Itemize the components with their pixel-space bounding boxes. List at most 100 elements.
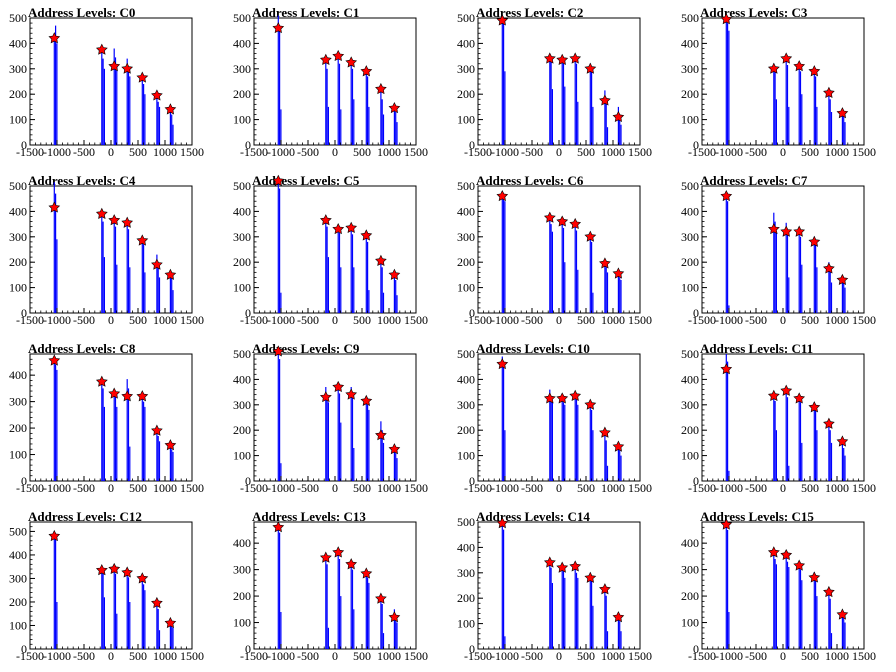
x-tick-label: -500 (73, 481, 95, 495)
chart-svg: 0 100 200 300 400 500 -1500 -1000 -500 0 500 1000 15… (9, 11, 204, 159)
x-tick-label: 0 (332, 313, 338, 327)
star-marker (793, 225, 806, 237)
chart-panel-15: Address Levels: C15 0 100 200 300 400 -1500 -10… (672, 504, 896, 672)
y-tick-label: 0 (245, 474, 251, 488)
x-tick-label: 500 (577, 481, 595, 495)
y-tick-label: 300 (9, 230, 27, 244)
star-marker (808, 401, 821, 413)
chart-panel-11: Address Levels: C11 0 100 200 300 400 500 -1500… (672, 336, 896, 504)
y-tick-label: 300 (9, 571, 27, 585)
star-marker (388, 102, 401, 114)
x-tick-label: 500 (801, 145, 819, 159)
star-marker (720, 190, 733, 202)
x-tick-label: -500 (521, 649, 543, 663)
star-marker (793, 392, 806, 404)
y-tick-label: 200 (681, 589, 699, 603)
y-tick-label: 100 (9, 448, 27, 462)
star-marker (95, 207, 108, 219)
x-tick-label: 1500 (180, 145, 204, 159)
x-tick-label: 500 (577, 145, 595, 159)
star-marker (136, 390, 149, 402)
x-tick-label: -500 (521, 481, 543, 495)
x-tick-label: -1500 (240, 649, 268, 663)
y-tick-label: 100 (457, 617, 475, 631)
x-tick-label: -500 (521, 313, 543, 327)
chart-svg: 0 100 200 300 400 -1500 -1000 -500 0 500 1000 1500 (681, 518, 876, 663)
chart-panel-3: Address Levels: C3 0 100 200 300 400 500 -1500-… (672, 0, 896, 168)
y-tick-label: 500 (9, 11, 27, 25)
y-tick-label: 300 (457, 398, 475, 412)
star-marker (780, 225, 793, 237)
x-tick-label: 1000 (377, 481, 401, 495)
star-marker (543, 392, 556, 404)
y-tick-label: 300 (233, 398, 251, 412)
x-tick-label: -1000 (267, 649, 295, 663)
chart-svg: 0 100 200 300 400 500 -1500 -1000 -500 0 500 1000 15… (9, 521, 204, 663)
x-tick-label: -1500 (688, 313, 716, 327)
x-tick-label: 1000 (153, 649, 177, 663)
x-tick-label: 1000 (601, 145, 625, 159)
x-tick-label: 1000 (825, 145, 849, 159)
chart-svg: 0 100 200 300 400 500 -1500 -1000 -500 0 500 1000 15… (457, 347, 652, 495)
y-tick-label: 200 (457, 423, 475, 437)
y-tick-label: 100 (457, 113, 475, 127)
x-tick-label: 1500 (404, 649, 428, 663)
x-tick-label: 0 (108, 145, 114, 159)
y-tick-label: 500 (457, 11, 475, 25)
star-marker (584, 398, 597, 410)
y-tick-label: 400 (681, 372, 699, 386)
x-tick-label: -1500 (464, 481, 492, 495)
x-tick-label: -1500 (688, 145, 716, 159)
x-tick-label: 500 (577, 649, 595, 663)
y-tick-label: 400 (9, 204, 27, 218)
y-tick-label: 300 (233, 563, 251, 577)
y-tick-label: 0 (693, 642, 699, 656)
star-marker (556, 392, 569, 404)
x-tick-label: -1000 (43, 313, 71, 327)
star-marker (836, 273, 849, 285)
x-tick-label: 0 (108, 313, 114, 327)
star-marker (612, 611, 625, 623)
chart-panel-5: Address Levels: C5 0 100 200 300 400 500 -1500-… (224, 168, 448, 336)
y-tick-label: 200 (9, 421, 27, 435)
y-tick-label: 300 (457, 230, 475, 244)
star-marker (780, 548, 793, 561)
star-marker (612, 267, 625, 279)
star-marker (599, 257, 611, 269)
star-marker (136, 234, 149, 246)
x-tick-label: 500 (129, 481, 147, 495)
x-tick-label: -1000 (715, 481, 743, 495)
star-marker (332, 546, 345, 558)
x-tick-label: -1500 (688, 481, 716, 495)
y-tick-label: 200 (9, 87, 27, 101)
y-tick-label: 200 (9, 255, 27, 269)
star-marker (388, 611, 401, 623)
x-tick-label: -1000 (491, 649, 519, 663)
y-tick-label: 200 (457, 87, 475, 101)
y-tick-label: 100 (9, 281, 27, 295)
star-marker (556, 53, 569, 65)
star-marker (95, 43, 108, 55)
x-tick-label: 500 (801, 649, 819, 663)
star-marker (48, 32, 61, 44)
chart-title: Address Levels: C11 (700, 341, 814, 356)
y-tick-label: 0 (245, 642, 251, 656)
x-tick-label: -1500 (16, 481, 44, 495)
star-marker (272, 345, 285, 357)
x-tick-label: 1500 (628, 481, 652, 495)
y-tick-label: 300 (681, 230, 699, 244)
y-tick-label: 0 (21, 138, 27, 152)
star-marker (793, 559, 806, 571)
chart-panel-9: Address Levels: C9 0 100 200 300 400 500 -1500-… (224, 336, 448, 504)
chart-panel-13: Address Levels: C13 0 100 200 300 400 -1500 -10… (224, 504, 448, 672)
star-marker (360, 567, 373, 579)
x-tick-label: 1000 (825, 481, 849, 495)
x-tick-label: 0 (556, 481, 562, 495)
x-tick-label: 0 (780, 649, 786, 663)
y-tick-label: 400 (9, 368, 27, 382)
star-marker (272, 521, 285, 533)
x-tick-label: -1000 (715, 313, 743, 327)
chart-title: Address Levels: C6 (476, 173, 584, 188)
x-tick-label: 1000 (601, 313, 625, 327)
